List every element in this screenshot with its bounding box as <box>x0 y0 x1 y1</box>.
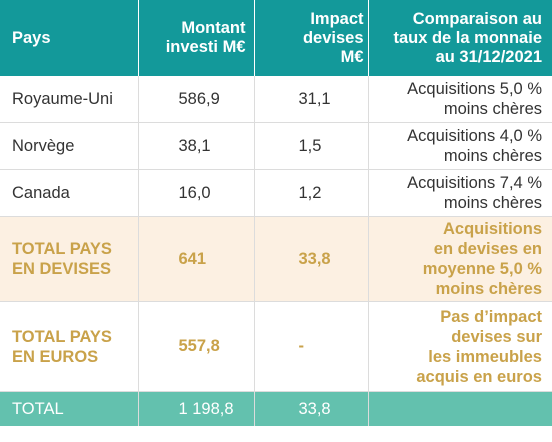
row-montant: 586,9 <box>138 76 255 123</box>
total-devises-impact: 33,8 <box>254 216 369 302</box>
table-row: Royaume-Uni 586,9 31,1 Acquisitions 5,0 … <box>0 76 552 123</box>
table-row: Canada 16,0 1,2 Acquisitions 7,4 % moins … <box>0 169 552 217</box>
row-pays: Canada <box>0 169 139 217</box>
total-row: TOTAL 1 198,8 33,8 <box>0 391 552 426</box>
total-euros-montant: 557,8 <box>138 301 255 392</box>
header-comparaison: Comparaison au taux de la monnaie au 31/12… <box>368 0 552 76</box>
header-montant: Montant investi M€ <box>138 0 255 76</box>
total-euros-comparaison: Pas d’impact devises sur les immeubles acqu… <box>368 301 552 392</box>
total-devises-comparaison: Acquisitions en devises en moyenne 5,0 % mo… <box>368 216 552 302</box>
total-comparaison-empty <box>368 391 552 426</box>
row-impact: 1,5 <box>254 122 369 170</box>
total-devises-pays: TOTAL PAYS EN DEVISES <box>0 216 139 302</box>
row-montant: 38,1 <box>138 122 255 170</box>
row-montant: 16,0 <box>138 169 255 217</box>
total-devises-montant: 641 <box>138 216 255 302</box>
row-pays: Norvège <box>0 122 139 170</box>
row-impact: 31,1 <box>254 76 369 123</box>
row-comparaison: Acquisitions 4,0 % moins chères <box>368 122 552 170</box>
total-montant: 1 198,8 <box>138 391 255 426</box>
total-euros-row: TOTAL PAYS EN EUROS 557,8 - Pas d’impact d… <box>0 301 552 392</box>
header-row: Pays Montant investi M€ Impact devises M€ C… <box>0 0 552 76</box>
header-pays: Pays <box>0 0 139 76</box>
currency-impact-table: Pays Montant investi M€ Impact devises M€ C… <box>0 0 552 426</box>
row-comparaison: Acquisitions 7,4 % moins chères <box>368 169 552 217</box>
row-comparaison: Acquisitions 5,0 % moins chères <box>368 76 552 123</box>
total-euros-impact: - <box>254 301 369 392</box>
row-pays: Royaume-Uni <box>0 76 139 123</box>
row-impact: 1,2 <box>254 169 369 217</box>
total-devises-row: TOTAL PAYS EN DEVISES 641 33,8 Acquisitio… <box>0 216 552 302</box>
total-pays: TOTAL <box>0 391 139 426</box>
total-euros-pays: TOTAL PAYS EN EUROS <box>0 301 139 392</box>
total-impact: 33,8 <box>254 391 369 426</box>
header-impact: Impact devises M€ <box>254 0 369 76</box>
table-row: Norvège 38,1 1,5 Acquisitions 4,0 % moins… <box>0 122 552 170</box>
